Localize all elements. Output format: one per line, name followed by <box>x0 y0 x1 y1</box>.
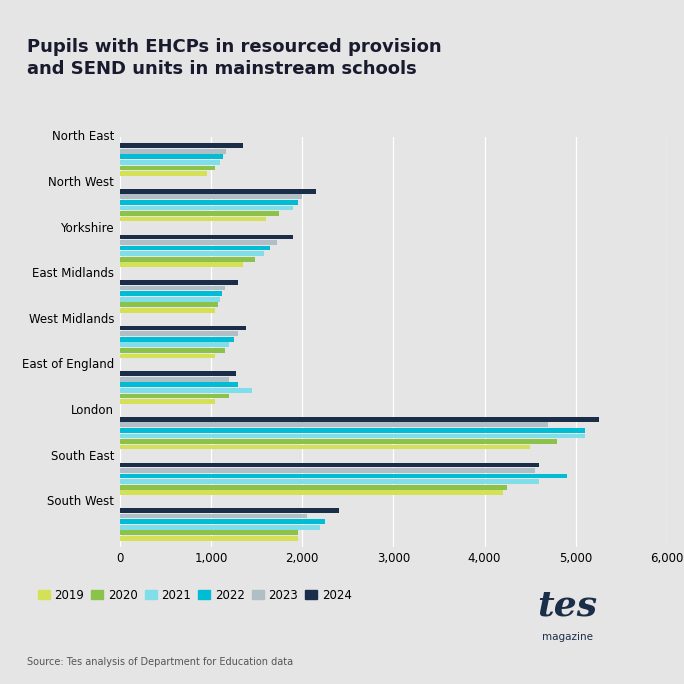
Text: magazine: magazine <box>542 633 593 642</box>
Bar <box>120 445 530 449</box>
Bar <box>120 348 224 353</box>
Text: Pupils with EHCPs in resourced provision
and SEND units in mainstream schools: Pupils with EHCPs in resourced provision… <box>27 38 442 78</box>
Bar <box>120 211 279 216</box>
Bar <box>120 531 298 535</box>
Bar <box>120 382 238 387</box>
Bar <box>120 189 316 194</box>
Legend: 2019, 2020, 2021, 2022, 2023, 2024: 2019, 2020, 2021, 2022, 2023, 2024 <box>34 584 356 606</box>
Bar <box>120 286 224 290</box>
Bar <box>120 343 229 347</box>
Bar <box>120 354 215 358</box>
Bar <box>120 536 298 540</box>
Bar <box>120 149 226 153</box>
Bar <box>120 331 238 336</box>
Bar <box>120 194 302 199</box>
Bar <box>120 525 320 529</box>
Bar <box>120 297 220 302</box>
Bar <box>120 439 557 444</box>
Bar <box>120 257 254 261</box>
Bar <box>120 171 207 176</box>
Bar <box>120 166 215 170</box>
Bar <box>120 468 535 473</box>
Text: tes: tes <box>538 588 598 622</box>
Bar <box>120 235 293 239</box>
Bar <box>120 308 215 313</box>
Bar <box>120 246 270 250</box>
Bar <box>120 485 508 490</box>
Bar <box>120 462 539 467</box>
Bar <box>120 217 265 222</box>
Bar <box>120 200 298 205</box>
Bar <box>120 337 234 341</box>
Bar <box>120 428 585 433</box>
Bar <box>120 240 278 245</box>
Bar <box>120 280 238 285</box>
Bar <box>120 514 306 518</box>
Bar <box>120 479 539 484</box>
Bar <box>120 371 237 376</box>
Bar <box>120 144 243 148</box>
Text: Source: Tes analysis of Department for Education data: Source: Tes analysis of Department for E… <box>27 657 293 667</box>
Bar <box>120 474 566 478</box>
Bar <box>120 155 223 159</box>
Bar <box>120 263 243 267</box>
Bar <box>120 291 222 296</box>
Bar <box>120 160 220 165</box>
Bar <box>120 206 293 210</box>
Bar <box>120 519 325 524</box>
Bar <box>120 423 549 427</box>
Bar <box>120 417 598 421</box>
Bar <box>120 302 218 307</box>
Bar <box>120 399 215 404</box>
Bar <box>120 326 246 330</box>
Bar <box>120 377 229 382</box>
Bar <box>120 251 264 256</box>
Bar <box>120 394 229 398</box>
Bar <box>120 388 252 393</box>
Bar <box>120 434 585 438</box>
Bar <box>120 508 339 513</box>
Bar <box>120 490 503 495</box>
